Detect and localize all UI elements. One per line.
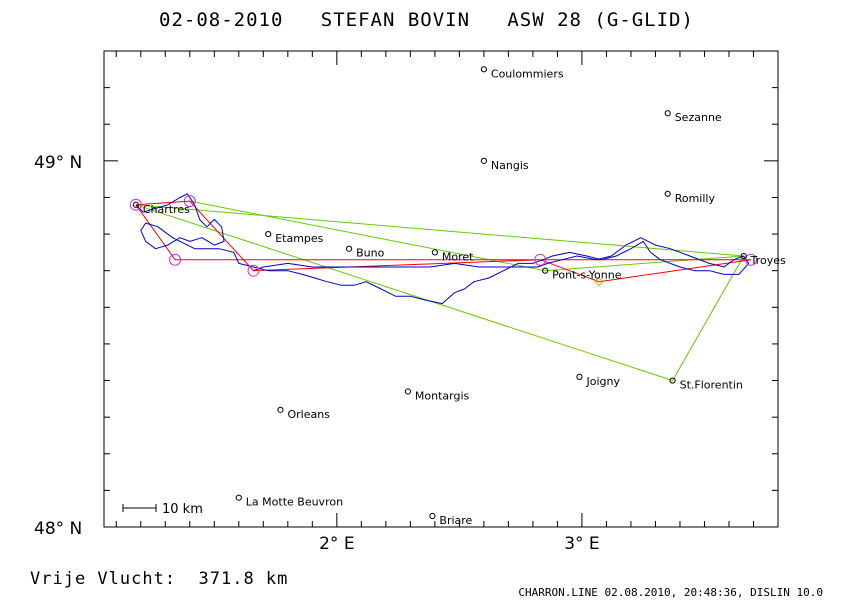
lon-label: 2° E xyxy=(319,534,354,554)
town-marker xyxy=(404,388,412,395)
town-marker xyxy=(480,157,487,164)
lat-label: 49° N xyxy=(34,153,82,173)
town-marker xyxy=(576,373,583,380)
town-label: Moret xyxy=(442,250,474,263)
task-lines xyxy=(135,200,745,382)
town-label: St.Florentin xyxy=(680,379,743,392)
town-marker xyxy=(265,230,272,238)
scale-bar: 10 km xyxy=(122,502,203,517)
town-marker xyxy=(429,512,436,520)
town-label: Briare xyxy=(439,514,472,527)
turnpoint-circle xyxy=(129,198,142,211)
town-label: Troyes xyxy=(750,254,786,267)
lon-label: 3° E xyxy=(564,534,599,554)
turnpoint-circle xyxy=(183,195,196,208)
towns: Coulommiers Sezanne Nangis Romilly Chartres E… xyxy=(132,66,786,527)
turnpoints xyxy=(129,195,758,287)
town-marker xyxy=(431,249,438,256)
town-label: Coulommiers xyxy=(491,67,564,80)
task-route-line xyxy=(189,200,744,272)
axis-ticks xyxy=(104,51,778,527)
lat-label: 48° N xyxy=(34,519,82,539)
town-marker xyxy=(664,110,671,117)
gps-track-line xyxy=(135,193,750,305)
town-label: La Motte Beuvron xyxy=(246,496,343,509)
town-label: Etampes xyxy=(275,232,323,245)
town-marker xyxy=(132,201,139,208)
scored-route-line xyxy=(135,200,752,283)
turnpoint-circle xyxy=(169,253,182,266)
footer-info: CHARRON.LINE 02.08.2010, 20:48:36, DISLI… xyxy=(518,586,823,599)
distance-readout: Vrije Vlucht: 371.8 km xyxy=(30,569,289,589)
turnpoint-circle xyxy=(247,264,260,277)
town-label: Chartres xyxy=(143,203,190,216)
town-label: Buno xyxy=(356,247,384,260)
town-label: Montargis xyxy=(415,390,470,403)
town-marker xyxy=(345,245,353,252)
task-route-line xyxy=(135,204,745,382)
town-marker xyxy=(277,406,284,413)
town-marker xyxy=(542,267,549,274)
map-frame xyxy=(103,50,779,528)
town-label: Sezanne xyxy=(675,111,722,124)
turnpoint-circle xyxy=(745,253,758,266)
town-label: Pont-s-Yonne xyxy=(552,269,622,282)
town-label: Orleans xyxy=(287,408,330,421)
town-marker xyxy=(669,377,676,384)
town-marker xyxy=(480,66,487,73)
town-label: Romilly xyxy=(675,192,716,205)
turnpoint-circle xyxy=(534,253,547,266)
town-marker xyxy=(740,252,747,260)
finish-marker xyxy=(594,276,604,287)
town-marker xyxy=(235,494,242,501)
town-label: Nangis xyxy=(491,159,529,172)
axis-labels: 49° N 48° N 2° E 3° E xyxy=(34,153,600,554)
flight-title: 02-08-2010 STEFAN BOVIN ASW 28 (G-GLID) xyxy=(159,9,694,31)
town-label: Joigny xyxy=(585,375,620,388)
town-marker xyxy=(664,190,671,197)
scale-bar-label: 10 km xyxy=(162,502,203,517)
scored-lines xyxy=(135,200,752,283)
flight-track xyxy=(135,193,750,305)
